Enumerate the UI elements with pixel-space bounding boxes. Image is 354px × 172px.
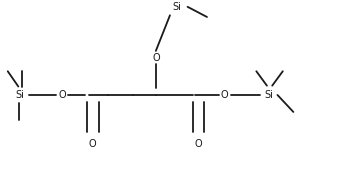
Text: Si: Si xyxy=(264,90,273,100)
Text: O: O xyxy=(89,139,97,149)
Text: O: O xyxy=(152,53,160,63)
Text: O: O xyxy=(59,90,66,100)
Text: O: O xyxy=(195,139,202,149)
Text: O: O xyxy=(221,90,228,100)
Text: Si: Si xyxy=(16,90,24,100)
Text: Si: Si xyxy=(172,2,182,12)
